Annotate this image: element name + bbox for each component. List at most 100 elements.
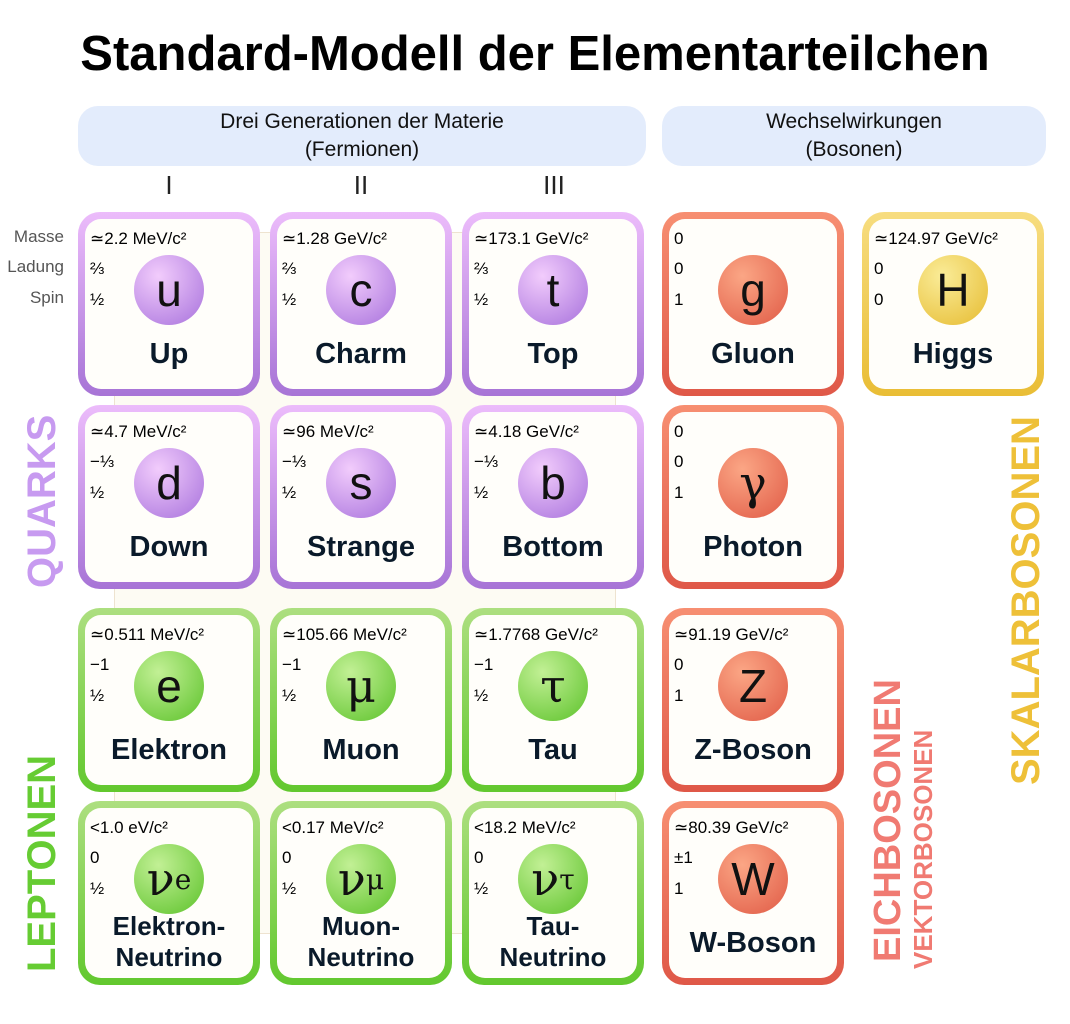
- particle-symbol-subscript: τ: [559, 862, 575, 896]
- spin-value: 1: [674, 483, 684, 502]
- card-inner: ≃4.18 GeV/c² −⅓ ½ b Bottom: [469, 412, 637, 582]
- card-inner: ≃91.19 GeV/c² 0 1 Z Z-Boson: [669, 615, 837, 785]
- particle-name: Muon: [277, 735, 445, 766]
- particle-symbol-circle: s: [326, 448, 396, 518]
- particle-symbol: μ: [346, 659, 376, 713]
- bosons-header-line1: Wechselwirkungen: [766, 110, 942, 133]
- spin-value: ½: [474, 686, 489, 705]
- particle-card-higgs: ≃124.97 GeV/c² 0 0 H Higgs: [862, 212, 1044, 396]
- particle-name: Elektron- Neutrino: [85, 911, 253, 973]
- charge-value: 0: [674, 655, 684, 674]
- page-title: Standard-Modell der Elementarteilchen: [80, 27, 990, 81]
- charge-value: 0: [474, 848, 484, 867]
- charge-value: 0: [282, 848, 292, 867]
- mass-value: <0.17 MeV/c²: [282, 818, 384, 837]
- particle-name-line2: Neutrino: [499, 942, 607, 972]
- particle-symbol: e: [156, 660, 182, 712]
- spin-value: ½: [474, 483, 489, 502]
- particle-card-charm: ≃1.28 GeV/c² ⅔ ½ c Charm: [270, 212, 452, 396]
- particle-name-line1: Up: [149, 338, 189, 370]
- particle-name: Tau: [469, 735, 637, 766]
- particle-name: Photon: [669, 532, 837, 563]
- particle-name: Top: [469, 339, 637, 370]
- particle-name: Higgs: [869, 339, 1037, 370]
- card-inner: ≃4.7 MeV/c² −⅓ ½ d Down: [85, 412, 253, 582]
- charge-value: ⅔: [90, 259, 105, 278]
- spin-value: ½: [90, 483, 105, 502]
- particle-symbol-circle: t: [518, 255, 588, 325]
- mass-value: ≃105.66 MeV/c²: [282, 625, 407, 644]
- particle-name: Gluon: [669, 339, 837, 370]
- particle-symbol: W: [731, 853, 775, 905]
- particle-card-elektron: ≃0.511 MeV/c² −1 ½ e Elektron: [78, 608, 260, 792]
- charge-value: −⅓: [474, 452, 499, 471]
- spin-value: 1: [674, 686, 684, 705]
- generation-label: II: [353, 170, 369, 200]
- charge-value: −1: [90, 655, 110, 674]
- spin-value: 0: [874, 290, 884, 309]
- scalar-bosons-label: SKALARBOSONEN: [1004, 416, 1048, 785]
- particle-name: Elektron: [85, 735, 253, 766]
- spin-value: ½: [282, 290, 297, 309]
- bosons-header-line2: (Bosonen): [805, 138, 903, 161]
- mass-value: 0: [674, 229, 684, 248]
- particle-symbol-circle: Z: [718, 651, 788, 721]
- particle-name-line1: Tau: [528, 734, 578, 766]
- particle-symbol: u: [156, 264, 182, 316]
- charge-value: −⅓: [282, 452, 307, 471]
- particle-card-muon: ≃105.66 MeV/c² −1 ½ μ Muon: [270, 608, 452, 792]
- particle-card-strange: ≃96 MeV/c² −⅓ ½ s Strange: [270, 405, 452, 589]
- particle-symbol: b: [540, 457, 566, 509]
- particle-card-top: ≃173.1 GeV/c² ⅔ ½ t Top: [462, 212, 644, 396]
- particle-card-gluon: 0 0 1 g Gluon: [662, 212, 844, 396]
- mass-value: ≃80.39 GeV/c²: [674, 818, 789, 837]
- particle-name-line1: Down: [129, 531, 209, 563]
- particle-name-line2: Neutrino: [115, 942, 223, 972]
- mass-value: ≃91.19 GeV/c²: [674, 625, 789, 644]
- particle-symbol-circle: c: [326, 255, 396, 325]
- card-inner: ≃80.39 GeV/c² ±1 1 W W-Boson: [669, 808, 837, 978]
- particle-card-wboson: ≃80.39 GeV/c² ±1 1 W W-Boson: [662, 801, 844, 985]
- particle-symbol: ν: [531, 852, 560, 906]
- gauge-bosons-label: EICHBOSONEN: [867, 679, 909, 963]
- mass-row-label: Masse: [13, 227, 64, 246]
- particle-name-line1: Gluon: [711, 338, 795, 370]
- spin-value: 1: [674, 290, 684, 309]
- particle-name-line1: Charm: [315, 338, 407, 370]
- particle-name: Tau- Neutrino: [469, 911, 637, 973]
- generation-label: III: [543, 170, 565, 200]
- particle-name-line1: Photon: [703, 531, 803, 563]
- card-inner: ≃0.511 MeV/c² −1 ½ e Elektron: [85, 615, 253, 785]
- particle-name: Charm: [277, 339, 445, 370]
- generation-label: I: [165, 170, 173, 200]
- particle-symbol: ν: [146, 852, 175, 906]
- particle-symbol-circle: τ: [518, 651, 588, 721]
- particle-card-zboson: ≃91.19 GeV/c² 0 1 Z Z-Boson: [662, 608, 844, 792]
- particle-symbol: t: [546, 264, 560, 316]
- card-inner: ≃1.28 GeV/c² ⅔ ½ c Charm: [277, 219, 445, 389]
- particle-symbol-circle: μ: [326, 651, 396, 721]
- card-inner: ≃96 MeV/c² −⅓ ½ s Strange: [277, 412, 445, 582]
- vector-bosons-label: VEKTORBOSONEN: [908, 729, 938, 970]
- particle-name-line1: Higgs: [912, 338, 994, 370]
- particle-name-line1: Muon-: [322, 911, 400, 941]
- mass-value: ≃173.1 GeV/c²: [474, 229, 589, 248]
- particle-name: W-Boson: [669, 928, 837, 959]
- spin-value: ½: [474, 290, 489, 309]
- particle-name-line1: Tau-: [526, 911, 580, 941]
- particle-name-line1: Muon: [322, 734, 400, 766]
- charge-value: ⅔: [282, 259, 297, 278]
- quarks-label: QUARKS: [20, 414, 64, 588]
- charge-value: 0: [874, 259, 884, 278]
- particle-symbol-circle: γ: [718, 448, 788, 518]
- charge-value: 0: [674, 452, 684, 471]
- particle-symbol: τ: [540, 659, 566, 713]
- particle-symbol-circle: e: [134, 651, 204, 721]
- mass-value: ≃4.7 MeV/c²: [90, 422, 187, 441]
